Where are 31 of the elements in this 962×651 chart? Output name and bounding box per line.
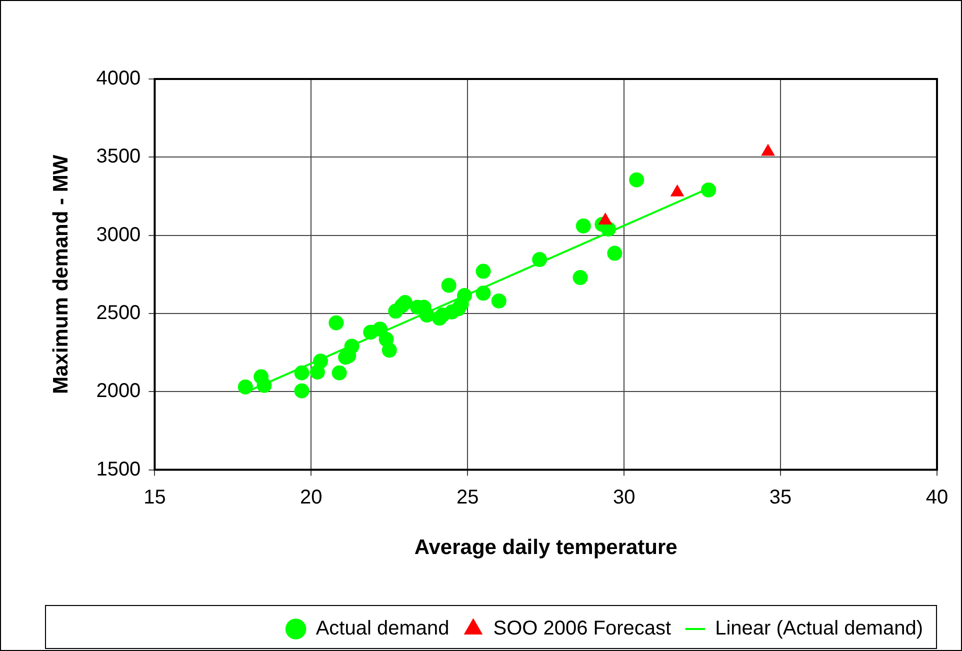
point [576,218,591,234]
point [701,182,716,198]
y-tick-label: 1500 [96,458,141,480]
point [238,379,253,394]
point [398,295,413,310]
legend-label: Actual demand [316,618,450,640]
point [294,383,310,398]
x-tick-label: 30 [612,486,636,508]
x-axis-title: Average daily temperature [414,536,678,560]
y-axis-title: Maximum demand - MW [49,154,72,394]
point [491,293,506,308]
y-tick-label: 2000 [96,380,141,402]
x-tick-label: 20 [300,486,322,508]
x-tick-label: 40 [926,486,948,508]
point [332,365,347,380]
y-tick-label: 2500 [96,302,141,324]
y-tick-label: 3000 [96,224,141,246]
y-tick-label: 3500 [96,146,141,168]
x-tick-label: 15 [144,486,166,508]
x-tick-label: 35 [769,486,792,508]
legend-label: SOO 2006 Forecast [493,618,672,640]
point [572,270,588,286]
point [441,278,456,293]
point [382,342,397,358]
point [607,246,622,261]
point [328,315,344,330]
y-tick-label: 4000 [96,68,141,90]
x-tick-label: 25 [456,486,479,508]
point [629,172,644,188]
point [476,264,491,279]
legend-label: Linear (Actual demand) [715,618,923,640]
